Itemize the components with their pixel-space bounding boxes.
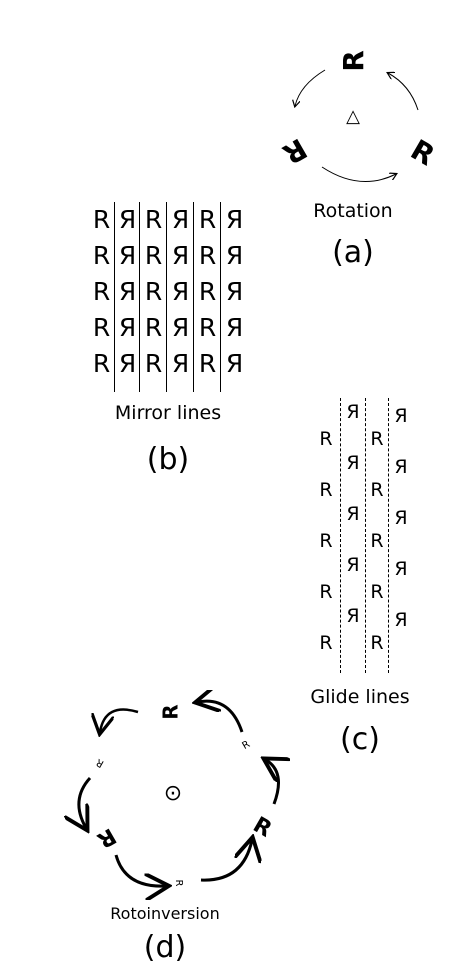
glide-letter: Я	[394, 609, 408, 631]
rotation-letter-right: R	[405, 133, 440, 172]
mirror-letter: Я	[118, 277, 137, 306]
rotation-diagram: R R R △	[277, 50, 440, 183]
roto-letter-upper-left: R	[94, 756, 106, 769]
roto-arrow-4	[200, 840, 252, 882]
mirror-letter: R	[92, 241, 111, 270]
roto-letter-bottom: R	[173, 880, 184, 887]
glide-letter: Я	[394, 405, 408, 427]
mirror-letter: R	[198, 241, 217, 270]
glide-line	[388, 398, 389, 673]
mirror-line	[193, 202, 194, 392]
roto-arrow-5	[266, 760, 279, 805]
triangle-icon: △	[346, 106, 360, 127]
glide-label: (c)	[340, 722, 380, 757]
rotoinversion-panel: R R R R R R ⊙ Rotoinversion (d)	[60, 690, 290, 968]
mirror-caption: Mirror lines	[114, 402, 222, 424]
mirror-letter: Я	[225, 277, 244, 306]
glide-letter: R	[370, 581, 384, 603]
glide-letter: R	[319, 581, 333, 603]
glide-line	[365, 398, 366, 673]
glide-letter: R	[370, 530, 384, 552]
mirror-letter: Я	[171, 277, 190, 306]
mirror-letter: Я	[118, 205, 137, 234]
mirror-letter: Я	[118, 313, 137, 342]
glide-letter: R	[370, 632, 384, 654]
mirror-letter: R	[144, 277, 163, 306]
mirror-line	[166, 202, 167, 392]
roto-letter-lower-right: R	[249, 813, 276, 843]
glide-caption: Glide lines	[310, 686, 410, 708]
mirror-line	[114, 202, 115, 392]
glide-letter: R	[319, 479, 333, 501]
rotation-arrow-bottom	[321, 166, 396, 183]
mirror-letter: Я	[171, 205, 190, 234]
roto-letter-upper-right: R	[240, 739, 252, 752]
glide-letter: Я	[346, 452, 360, 474]
roto-arrow-3	[114, 854, 166, 886]
roto-arrow-1	[100, 708, 139, 733]
mirror-letter: R	[198, 205, 217, 234]
glide-letter: Я	[346, 554, 360, 576]
glide-letter: Я	[394, 507, 408, 529]
rotation-letter-left: R	[277, 132, 312, 171]
mirror-letter: Я	[225, 241, 244, 270]
mirror-letter: R	[144, 313, 163, 342]
glide-letter: R	[319, 530, 333, 552]
glide-letter: Я	[346, 401, 360, 423]
rotoinversion-caption: Rotoinversion	[110, 904, 220, 923]
mirror-line	[220, 202, 221, 392]
rotation-arrow-top-left	[295, 69, 326, 106]
dot-circle-icon: ⊙	[164, 781, 182, 806]
roto-letter-lower-left: R	[93, 822, 120, 852]
mirror-letter: R	[92, 277, 111, 306]
mirror-letter: R	[144, 241, 163, 270]
rotation-panel: R R R △ Rotation (a)	[270, 30, 460, 280]
glide-letter: R	[370, 428, 384, 450]
mirror-letter: R	[92, 313, 111, 342]
mirror-letter: Я	[118, 241, 137, 270]
mirror-letter: R	[144, 349, 163, 378]
mirror-letter: R	[92, 205, 111, 234]
mirror-letter: R	[198, 313, 217, 342]
mirror-letter: R	[198, 349, 217, 378]
mirror-letter: Я	[225, 205, 244, 234]
glide-letter: Я	[394, 456, 408, 478]
glide-line	[340, 398, 341, 673]
mirror-label: (b)	[146, 442, 190, 477]
rotoinversion-label: (d)	[143, 930, 187, 965]
rotoinversion-diagram: R R R R R R ⊙	[60, 690, 290, 900]
mirror-letter: Я	[171, 241, 190, 270]
mirror-letter: Я	[171, 313, 190, 342]
roto-arrow-6	[198, 701, 244, 733]
glide-letter: R	[319, 632, 333, 654]
glide-letter: R	[370, 479, 384, 501]
rotation-letter-top: R	[337, 50, 370, 72]
mirror-letter: R	[92, 349, 111, 378]
glide-letter: Я	[394, 558, 408, 580]
rotation-label: (a)	[332, 235, 374, 270]
rotation-arrow-top-right	[388, 73, 419, 111]
mirror-line	[139, 202, 140, 392]
rotation-caption: Rotation	[313, 200, 393, 222]
roto-letter-top: R	[159, 704, 183, 719]
glide-letter: Я	[346, 605, 360, 627]
mirror-letter: Я	[118, 349, 137, 378]
mirror-letter: R	[198, 277, 217, 306]
mirror-letter: Я	[225, 349, 244, 378]
glide-letter: Я	[346, 503, 360, 525]
mirror-letter: Я	[171, 349, 190, 378]
roto-arrow-2	[79, 776, 92, 828]
mirror-letter: R	[144, 205, 163, 234]
mirror-letter: Я	[225, 313, 244, 342]
glide-letter: R	[319, 428, 333, 450]
